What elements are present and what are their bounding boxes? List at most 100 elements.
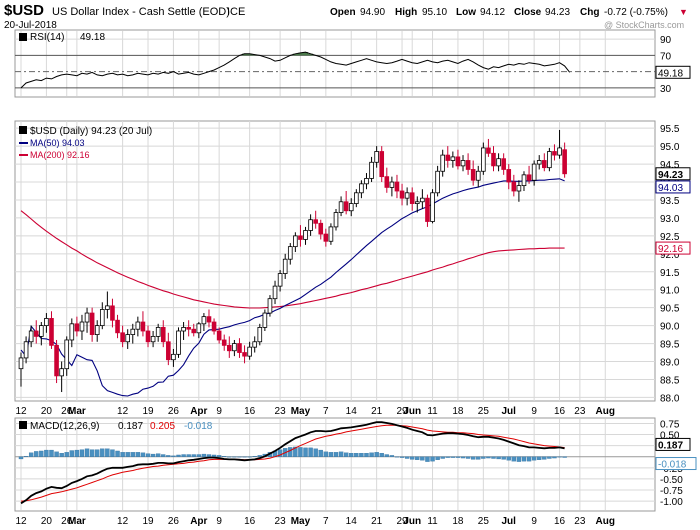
candle-102	[536, 155, 542, 170]
candle-71	[379, 146, 385, 183]
ma200-line	[20, 210, 565, 309]
histogram-bar-4	[39, 450, 44, 457]
candle-body-15	[94, 325, 100, 335]
price-x-tick-14: 21	[371, 406, 383, 417]
candle-body-37	[206, 316, 212, 323]
histogram-bar-31	[176, 454, 181, 457]
candle-19	[115, 314, 120, 339]
candle-body-102	[536, 160, 542, 165]
histogram-bar-69	[369, 452, 374, 457]
macd-x-tick-6: 26	[168, 516, 180, 527]
histogram-bar-1	[23, 456, 29, 457]
candle-73	[389, 176, 395, 197]
candle-49	[267, 295, 273, 317]
histogram-bar-28	[161, 454, 166, 457]
candle-body-13	[84, 312, 90, 323]
histogram-bar-78	[415, 456, 420, 460]
price-last-0: 94.23	[658, 170, 683, 181]
rsi-legend-label: RSI(14)	[30, 32, 64, 43]
candle-body-33	[186, 327, 191, 330]
macd-x-tick-20: Jul	[502, 516, 517, 527]
candle-99	[521, 171, 527, 191]
histogram-bar-42	[232, 456, 237, 458]
candle-43	[237, 338, 242, 358]
candle-body-42	[232, 343, 237, 352]
price-legend: $USD (Daily) 94.23 (20 Jul) MA(50) 94.03…	[19, 126, 152, 160]
candle-0	[18, 352, 24, 387]
histogram-bar-25	[145, 453, 151, 457]
macd-x-tick-15: 29	[396, 516, 408, 527]
macd-x-tick-24: Aug	[596, 516, 615, 527]
price-x-tick-7: Apr	[190, 406, 207, 417]
candle-35	[196, 322, 202, 339]
candle-body-0	[18, 357, 24, 370]
macd-x-tick-12: 7	[323, 516, 329, 527]
candle-15	[94, 320, 100, 342]
price-x-tick-11: May	[291, 406, 311, 417]
macd-line	[20, 421, 565, 505]
candle-67	[359, 180, 364, 199]
candle-87	[460, 155, 466, 172]
histogram-bar-21	[125, 452, 130, 457]
price-tick-88: 88.0	[660, 393, 680, 404]
histogram-bar-63	[338, 451, 344, 457]
macd-x-tick-18: 18	[452, 516, 464, 527]
histogram-bar-34	[191, 454, 196, 457]
candle-body-25	[145, 330, 151, 343]
price-x-tick-2: 26	[61, 406, 73, 417]
low-value: 94.12	[480, 7, 505, 18]
histogram-bar-95	[501, 456, 506, 460]
histogram-bar-93	[491, 456, 496, 459]
macd-tick-5: -0.50	[660, 475, 683, 486]
candle-95	[501, 153, 506, 175]
candle-body-10	[69, 323, 75, 341]
candle-body-53	[287, 246, 293, 260]
macd-tick-1: 0.50	[660, 431, 680, 442]
high-label: High	[395, 7, 417, 18]
histogram-bar-9	[64, 452, 69, 457]
candle-69	[369, 156, 374, 183]
candle-body-23	[135, 321, 141, 330]
candle-8	[59, 361, 64, 393]
candle-body-68	[364, 178, 369, 185]
candle-body-52	[282, 258, 288, 274]
candle-21	[125, 329, 130, 349]
candle-body-12	[79, 321, 85, 332]
histogram-bar-94	[496, 456, 501, 460]
candle-body-71	[379, 151, 385, 178]
macd-last-1-box	[655, 457, 697, 471]
histogram-bar-51	[277, 449, 283, 457]
close-value: 94.23	[545, 7, 570, 18]
macd-last-1: -0.018	[658, 460, 687, 471]
macd-x-tick-13: 14	[346, 516, 358, 527]
histogram-bar-106	[557, 456, 562, 458]
macd-x-tick-11: May	[291, 516, 311, 527]
macd-legend-value: 0.187	[118, 421, 143, 432]
candle-44	[242, 345, 247, 364]
exchange-label: ICE	[227, 6, 245, 18]
ma50-line	[20, 178, 565, 397]
candle-42	[232, 339, 237, 357]
histogram-bar-2	[28, 452, 34, 457]
price-x-tick-17: 11	[427, 406, 438, 417]
candle-53	[287, 243, 293, 265]
histogram-bar-47	[257, 455, 262, 457]
candle-body-73	[389, 181, 395, 188]
histogram-bar-60	[323, 451, 329, 457]
price-tick-89.5: 89.5	[660, 340, 680, 351]
price-tick-92.5: 92.5	[660, 232, 680, 243]
candle-body-4	[39, 325, 44, 337]
histogram-bar-38	[211, 454, 217, 457]
candle-body-47	[257, 327, 263, 343]
histogram-bar-18	[110, 449, 115, 457]
watermark: @ StockCharts.com	[604, 20, 684, 30]
candle-33	[186, 320, 191, 337]
candle-body-27	[155, 327, 161, 337]
rsi-overbought-fill	[242, 52, 314, 56]
macd-x-tick-7: Apr	[190, 516, 207, 527]
price-x-tick-3: Mar	[68, 406, 86, 417]
candle-7	[54, 339, 59, 384]
histogram-bar-16	[100, 448, 105, 457]
candle-39	[216, 327, 222, 344]
candle-body-79	[420, 197, 425, 203]
